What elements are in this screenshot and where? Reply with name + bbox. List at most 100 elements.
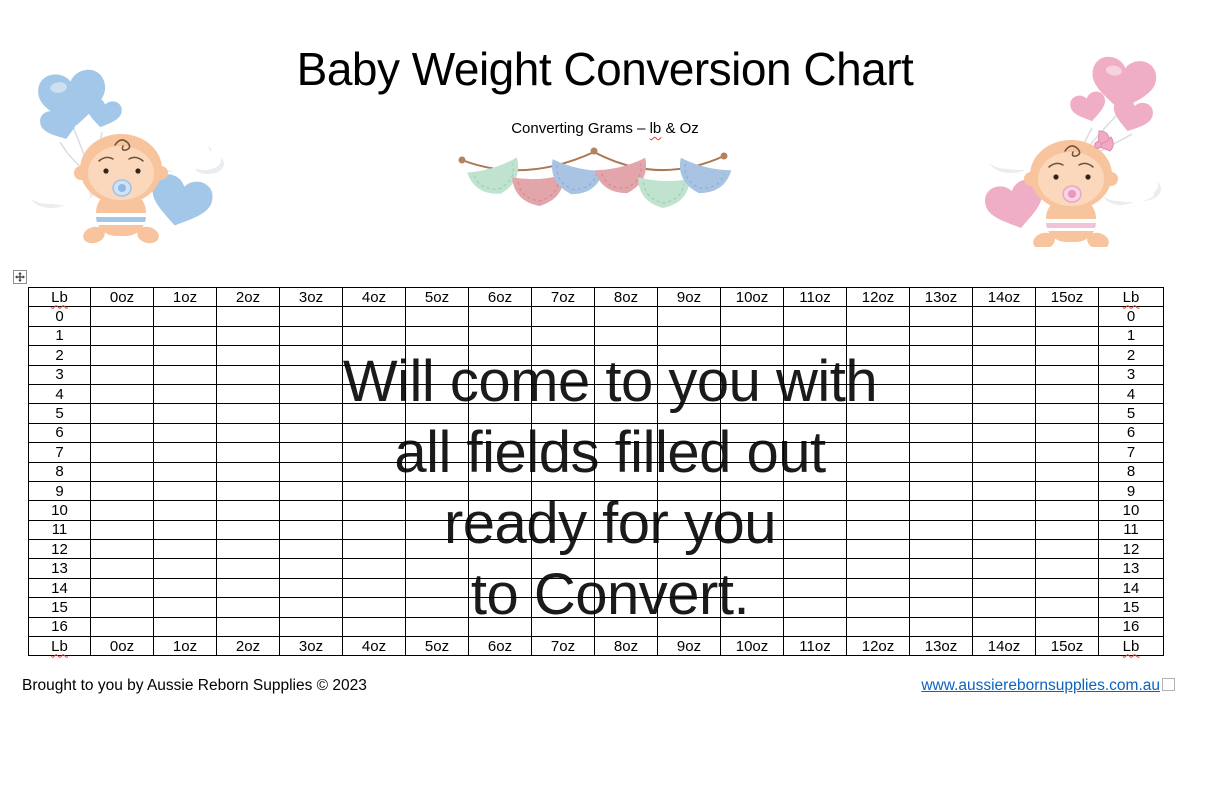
weight-cell[interactable] (216, 364, 280, 385)
weight-cell[interactable] (594, 306, 658, 327)
weight-cell[interactable] (909, 403, 973, 424)
weight-cell[interactable] (90, 306, 154, 327)
weight-cell[interactable] (909, 383, 973, 405)
weight-cell[interactable] (90, 500, 154, 521)
weight-cell[interactable] (468, 616, 532, 638)
weight-cell[interactable] (531, 519, 595, 541)
weight-cell[interactable] (153, 403, 217, 424)
weight-cell[interactable] (468, 519, 532, 541)
weight-cell[interactable] (720, 461, 784, 482)
weight-cell[interactable] (783, 519, 847, 541)
weight-cell[interactable] (846, 519, 910, 541)
weight-cell[interactable] (405, 539, 469, 560)
weight-cell[interactable] (1035, 325, 1099, 347)
weight-cell[interactable] (594, 558, 658, 579)
weight-cell[interactable] (657, 383, 721, 405)
weight-cell[interactable] (783, 345, 847, 366)
weight-cell[interactable] (720, 500, 784, 521)
weight-cell[interactable] (342, 364, 406, 385)
weight-cell[interactable] (216, 597, 280, 618)
footer-link[interactable]: www.aussierebornsupplies.com.au (921, 677, 1160, 694)
weight-cell[interactable] (657, 306, 721, 327)
weight-cell[interactable] (720, 480, 784, 502)
weight-cell[interactable] (216, 306, 280, 327)
weight-cell[interactable] (153, 461, 217, 482)
weight-cell[interactable] (594, 383, 658, 405)
weight-cell[interactable] (972, 403, 1036, 424)
weight-cell[interactable] (720, 345, 784, 366)
weight-cell[interactable] (216, 480, 280, 502)
weight-cell[interactable] (342, 306, 406, 327)
weight-cell[interactable] (720, 383, 784, 405)
weight-cell[interactable] (657, 616, 721, 638)
weight-cell[interactable] (657, 403, 721, 424)
weight-cell[interactable] (153, 577, 217, 599)
weight-cell[interactable] (90, 558, 154, 579)
weight-cell[interactable] (468, 383, 532, 405)
weight-cell[interactable] (1035, 500, 1099, 521)
weight-cell[interactable] (342, 442, 406, 463)
weight-cell[interactable] (720, 519, 784, 541)
weight-cell[interactable] (783, 442, 847, 463)
table-move-handle[interactable] (13, 270, 27, 284)
weight-cell[interactable] (783, 616, 847, 638)
weight-cell[interactable] (90, 442, 154, 463)
weight-cell[interactable] (153, 306, 217, 327)
weight-cell[interactable] (216, 461, 280, 482)
weight-cell[interactable] (405, 306, 469, 327)
weight-cell[interactable] (972, 364, 1036, 385)
weight-cell[interactable] (279, 500, 343, 521)
weight-cell[interactable] (468, 500, 532, 521)
weight-cell[interactable] (1035, 364, 1099, 385)
weight-cell[interactable] (909, 422, 973, 444)
weight-cell[interactable] (216, 577, 280, 599)
weight-cell[interactable] (657, 480, 721, 502)
weight-cell[interactable] (594, 519, 658, 541)
weight-cell[interactable] (468, 306, 532, 327)
weight-cell[interactable] (342, 480, 406, 502)
weight-cell[interactable] (153, 480, 217, 502)
weight-cell[interactable] (153, 383, 217, 405)
weight-cell[interactable] (468, 345, 532, 366)
weight-cell[interactable] (405, 558, 469, 579)
weight-cell[interactable] (468, 422, 532, 444)
weight-cell[interactable] (153, 422, 217, 444)
weight-cell[interactable] (405, 422, 469, 444)
weight-cell[interactable] (720, 325, 784, 347)
weight-cell[interactable] (468, 461, 532, 482)
weight-cell[interactable] (909, 461, 973, 482)
weight-cell[interactable] (531, 461, 595, 482)
weight-cell[interactable] (216, 325, 280, 347)
weight-cell[interactable] (90, 461, 154, 482)
weight-cell[interactable] (279, 422, 343, 444)
weight-cell[interactable] (657, 597, 721, 618)
weight-cell[interactable] (153, 519, 217, 541)
weight-cell[interactable] (1035, 306, 1099, 327)
weight-cell[interactable] (657, 539, 721, 560)
weight-cell[interactable] (783, 539, 847, 560)
weight-cell[interactable] (531, 422, 595, 444)
weight-cell[interactable] (405, 500, 469, 521)
weight-cell[interactable] (342, 345, 406, 366)
weight-cell[interactable] (279, 616, 343, 638)
weight-cell[interactable] (594, 461, 658, 482)
weight-cell[interactable] (720, 558, 784, 579)
weight-cell[interactable] (972, 539, 1036, 560)
weight-cell[interactable] (90, 539, 154, 560)
weight-cell[interactable] (909, 616, 973, 638)
weight-cell[interactable] (846, 306, 910, 327)
weight-cell[interactable] (405, 403, 469, 424)
weight-cell[interactable] (909, 597, 973, 618)
weight-cell[interactable] (405, 597, 469, 618)
weight-cell[interactable] (468, 480, 532, 502)
weight-cell[interactable] (783, 364, 847, 385)
weight-cell[interactable] (783, 403, 847, 424)
weight-cell[interactable] (1035, 345, 1099, 366)
weight-cell[interactable] (594, 345, 658, 366)
weight-cell[interactable] (216, 616, 280, 638)
weight-cell[interactable] (972, 383, 1036, 405)
weight-cell[interactable] (90, 364, 154, 385)
weight-cell[interactable] (342, 597, 406, 618)
weight-cell[interactable] (594, 442, 658, 463)
weight-cell[interactable] (90, 325, 154, 347)
